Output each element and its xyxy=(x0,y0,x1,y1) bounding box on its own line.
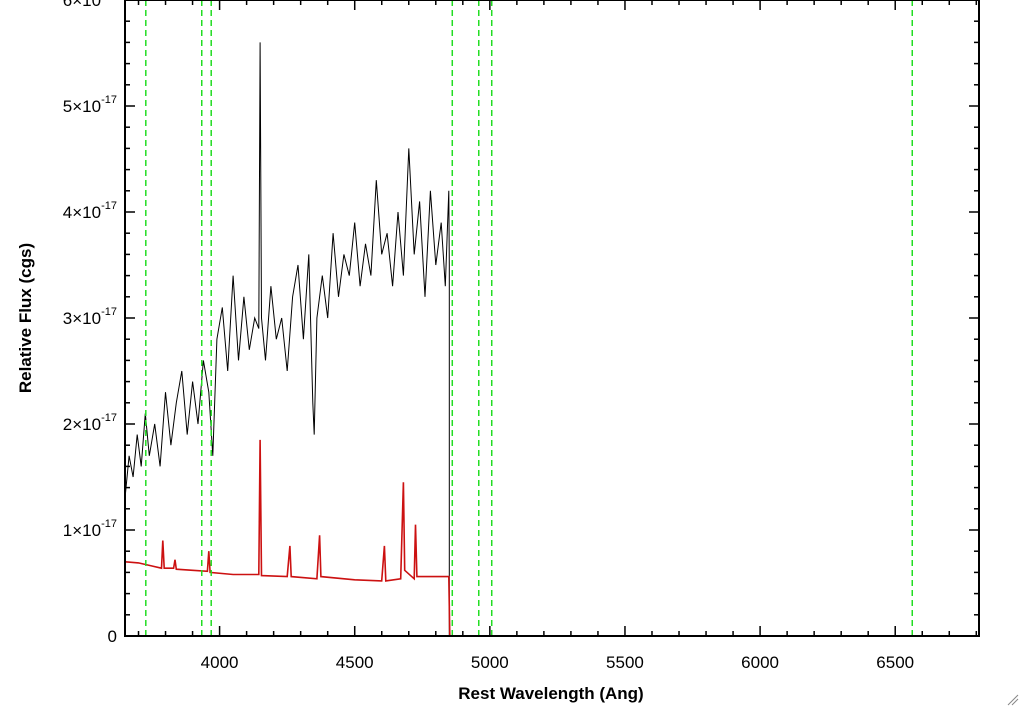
y-tick-label: 3×10-17 xyxy=(63,306,117,328)
axes-layer xyxy=(124,0,980,637)
series-line-2 xyxy=(124,439,979,637)
y-tick-label: 2×10-17 xyxy=(63,412,117,434)
y-tick-exponent: -17 xyxy=(101,94,117,106)
y-tick-mantissa: 1×10 xyxy=(63,521,101,540)
plot-frame xyxy=(124,0,980,637)
y-tick-label: 0 xyxy=(108,627,117,646)
y-tick-exponent: -17 xyxy=(101,306,117,318)
x-tick-label: 6500 xyxy=(876,653,914,672)
x-tick-label: 4500 xyxy=(336,653,374,672)
series-line-1 xyxy=(124,42,450,636)
y-tick-label: 4×10-17 xyxy=(63,200,117,222)
series-layer xyxy=(124,42,979,637)
y-tick-mantissa: 6×10 xyxy=(63,0,101,10)
y-tick-mantissa: 5×10 xyxy=(63,97,101,116)
y-tick-mantissa: 4×10 xyxy=(63,203,101,222)
y-tick-mantissa: 3×10 xyxy=(63,309,101,328)
y-tick-label: 6×10-17 xyxy=(63,0,117,10)
x-tick-label: 4000 xyxy=(201,653,239,672)
y-tick-label: 5×10-17 xyxy=(63,94,117,116)
y-tick-label: 1×10-17 xyxy=(63,518,117,540)
y-axis-label: Relative Flux (cgs) xyxy=(16,243,35,393)
y-tick-mantissa: 2×10 xyxy=(63,415,101,434)
window-resize-grip[interactable] xyxy=(1007,694,1019,706)
y-tick-exponent: -17 xyxy=(101,200,117,212)
x-axis-label: Rest Wavelength (Ang) xyxy=(458,684,643,703)
y-tick-mantissa: 0 xyxy=(108,627,117,646)
x-tick-label: 6000 xyxy=(741,653,779,672)
x-tick-label: 5500 xyxy=(606,653,644,672)
reference-lines-layer xyxy=(145,0,913,636)
y-tick-exponent: -17 xyxy=(101,412,117,424)
ticks-layer: 4000 4500 5000 5500 6000 650001×10-172×10-173… xyxy=(63,0,979,672)
y-tick-exponent: -17 xyxy=(101,518,117,530)
x-tick-label: 5000 xyxy=(471,653,509,672)
